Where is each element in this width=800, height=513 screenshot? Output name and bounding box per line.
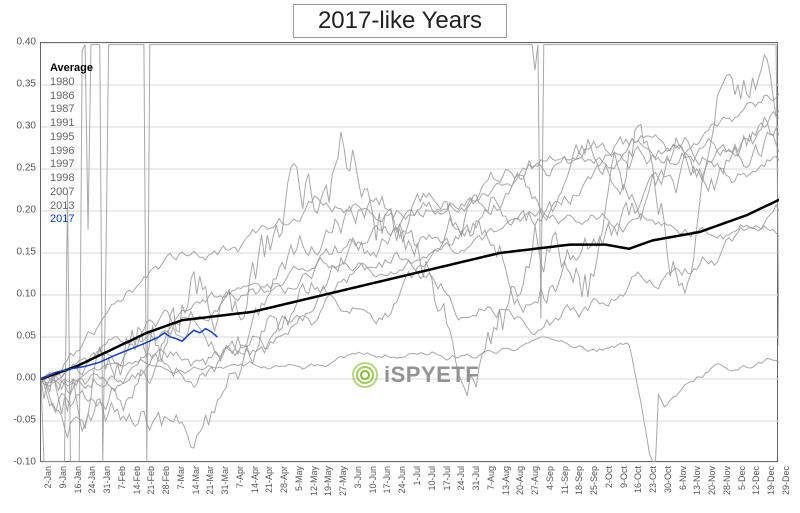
x-tick-label: 24-Jul — [456, 466, 466, 491]
legend-item: 1980 — [50, 76, 93, 90]
watermark-swirl-icon — [350, 360, 380, 390]
y-tick-label: 0.35 — [10, 79, 36, 90]
legend-item: Average — [50, 62, 93, 76]
x-tick-label: 11-Sep — [560, 466, 570, 494]
x-tick-label: 6-Nov — [678, 466, 688, 490]
y-tick-label: -0.10 — [10, 457, 36, 468]
legend-item: 2007 — [50, 186, 93, 200]
x-tick-label: 29-Dec — [781, 466, 791, 495]
x-tick-label: 13-Aug — [501, 466, 511, 495]
legend-item: 1996 — [50, 145, 93, 159]
x-tick-label: 12-Dec — [751, 466, 761, 495]
x-tick-label: 19-Dec — [766, 466, 776, 495]
watermark-text: iSPYETF — [384, 362, 479, 388]
x-tick-label: 23-Oct — [648, 466, 658, 493]
x-tick-label: 14-Feb — [132, 466, 142, 495]
legend-item: 2013 — [50, 200, 93, 214]
x-tick-label: 28-Nov — [722, 466, 732, 495]
x-tick-label: 10-Jun — [368, 466, 378, 494]
x-tick-label: 10-Jul — [427, 466, 437, 491]
x-tick-label: 27-Aug — [530, 466, 540, 495]
legend-item: 1998 — [50, 172, 93, 186]
legend: Average198019861987199119951996199719982… — [50, 62, 93, 227]
x-tick-label: 16-Oct — [633, 466, 643, 493]
x-tick-label: 27-May — [338, 466, 348, 496]
x-tick-label: 3-Jun — [353, 466, 363, 489]
x-tick-label: 20-Nov — [707, 466, 717, 495]
x-tick-label: 7-Apr — [235, 466, 245, 488]
y-tick-label: 0.15 — [10, 247, 36, 258]
x-tick-label: 9-Jan — [58, 466, 68, 489]
legend-item: 1995 — [50, 131, 93, 145]
x-tick-label: 24-Jun — [397, 466, 407, 494]
plot-area — [40, 42, 778, 462]
x-tick-label: 7-Feb — [117, 466, 127, 490]
x-tick-label: 28-Feb — [161, 466, 171, 495]
x-tick-label: 17-Jun — [382, 466, 392, 494]
x-tick-label: 20-Aug — [515, 466, 525, 495]
x-tick-label: 18-Sep — [574, 466, 584, 495]
y-tick-label: 0.20 — [10, 205, 36, 216]
x-tick-label: 14-Mar — [191, 466, 201, 495]
x-tick-label: 24-Jan — [87, 466, 97, 494]
legend-item: 2017 — [50, 213, 93, 227]
y-tick-label: -0.05 — [10, 415, 36, 426]
legend-item: 1987 — [50, 103, 93, 117]
x-tick-label: 2-Jan — [43, 466, 53, 489]
legend-item: 1991 — [50, 117, 93, 131]
chart-container: 2017-like Years Average19801986198719911… — [0, 0, 800, 513]
x-tick-label: 21-Apr — [264, 466, 274, 493]
x-tick-label: 19-May — [323, 466, 333, 496]
x-tick-label: 31-Mar — [220, 466, 230, 495]
y-tick-label: 0.30 — [10, 121, 36, 132]
x-tick-label: 13-Nov — [692, 466, 702, 495]
x-tick-label: 16-Jan — [73, 466, 83, 494]
chart-title-box: 2017-like Years — [293, 4, 507, 38]
x-tick-label: 21-Feb — [146, 466, 156, 495]
legend-item: 1997 — [50, 158, 93, 172]
x-tick-label: 31-Jan — [102, 466, 112, 494]
y-tick-label: 0.00 — [10, 373, 36, 384]
y-tick-label: 0.25 — [10, 163, 36, 174]
watermark-logo: iSPYETF — [350, 360, 479, 390]
y-tick-label: 0.40 — [10, 37, 36, 48]
x-tick-label: 9-Oct — [619, 466, 629, 488]
x-tick-label: 2-Oct — [604, 466, 614, 488]
plot-svg — [41, 43, 779, 463]
y-tick-label: 0.10 — [10, 289, 36, 300]
x-tick-label: 17-Jul — [442, 466, 452, 491]
x-tick-label: 7-Mar — [176, 466, 186, 490]
x-tick-label: 21-Mar — [205, 466, 215, 495]
chart-title: 2017-like Years — [318, 7, 482, 34]
legend-item: 1986 — [50, 90, 93, 104]
x-tick-label: 5-May — [294, 466, 304, 491]
x-tick-label: 12-May — [309, 466, 319, 496]
x-tick-label: 28-Apr — [279, 466, 289, 493]
x-tick-label: 1-Jul — [412, 466, 422, 486]
x-tick-label: 5-Dec — [737, 466, 747, 490]
x-tick-label: 30-Oct — [663, 466, 673, 493]
x-tick-label: 4-Sep — [545, 466, 555, 490]
x-tick-label: 25-Sep — [589, 466, 599, 495]
x-tick-label: 14-Apr — [250, 466, 260, 493]
x-tick-label: 31-Jul — [471, 466, 481, 491]
x-tick-label: 7-Aug — [486, 466, 496, 490]
y-tick-label: 0.05 — [10, 331, 36, 342]
